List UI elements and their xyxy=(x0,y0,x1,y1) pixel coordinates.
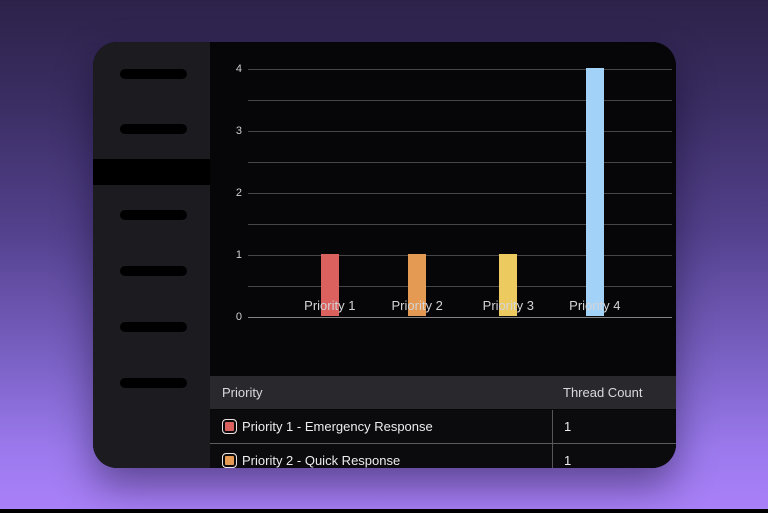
chart-gridline xyxy=(248,286,672,287)
sidebar-skeleton-item[interactable] xyxy=(120,210,187,220)
priority-table: Priority Thread Count Priority 1 - Emerg… xyxy=(210,376,676,468)
priority-bar-chart: Priority 1 Priority 2 Priority 3 Priority 4… xyxy=(210,42,676,376)
priority-color-swatch-icon xyxy=(222,419,237,434)
priority-label: Priority 1 - Emergency Response xyxy=(242,419,433,434)
sidebar-skeleton-item[interactable] xyxy=(120,69,187,79)
sidebar-item-active[interactable] xyxy=(93,159,210,185)
table-body: Priority 1 - Emergency Response 1 Priority… xyxy=(210,409,676,468)
app-window: Priority 1 Priority 2 Priority 3 Priority 4… xyxy=(93,42,676,468)
x-axis-tick-label: Priority 3 xyxy=(482,298,534,313)
main-content: Priority 1 Priority 2 Priority 3 Priority 4… xyxy=(210,42,676,468)
priority-color-swatch-icon xyxy=(222,453,237,468)
priority-cell: Priority 1 - Emergency Response xyxy=(210,410,552,443)
chart-plot-area xyxy=(248,68,672,318)
thread-count-cell: 1 xyxy=(552,444,676,468)
chart-gridline xyxy=(248,162,672,163)
y-axis-tick-label: 4 xyxy=(235,63,242,75)
bottom-edge-bar xyxy=(0,509,768,513)
sidebar-skeleton-item[interactable] xyxy=(120,266,187,276)
x-axis-tick-label: Priority 4 xyxy=(569,298,621,313)
chart-gridline xyxy=(248,131,672,132)
y-axis-tick-label: 2 xyxy=(235,187,242,199)
chart-gridline xyxy=(248,100,672,101)
table-header-row: Priority Thread Count xyxy=(210,376,676,409)
chart-gridline xyxy=(248,255,672,256)
bar-priority-2[interactable] xyxy=(408,254,427,316)
x-axis-tick-label: Priority 2 xyxy=(391,298,443,313)
table-row[interactable]: Priority 2 - Quick Response 1 xyxy=(210,443,676,468)
bar-priority-4[interactable] xyxy=(585,68,604,316)
bar-priority-3[interactable] xyxy=(499,254,518,316)
chart-gridline xyxy=(248,69,672,70)
sidebar-skeleton-item[interactable] xyxy=(120,124,187,134)
bar-priority-1[interactable] xyxy=(320,254,339,316)
chart-gridline xyxy=(248,317,672,318)
column-header-thread-count: Thread Count xyxy=(563,385,643,400)
sidebar-skeleton-item[interactable] xyxy=(120,322,187,332)
sidebar-skeleton-item[interactable] xyxy=(120,378,187,388)
column-header-priority: Priority xyxy=(222,385,263,400)
chart-gridline xyxy=(248,193,672,194)
sidebar xyxy=(93,42,210,468)
y-axis-tick-label: 0 xyxy=(235,311,242,323)
priority-cell: Priority 2 - Quick Response xyxy=(210,444,552,468)
thread-count-cell: 1 xyxy=(552,410,676,443)
y-axis-tick-label: 3 xyxy=(235,125,242,137)
x-axis-tick-label: Priority 1 xyxy=(304,298,356,313)
priority-label: Priority 2 - Quick Response xyxy=(242,453,401,468)
chart-gridline xyxy=(248,224,672,225)
y-axis-tick-label: 1 xyxy=(235,249,242,261)
table-row[interactable]: Priority 1 - Emergency Response 1 xyxy=(210,409,676,443)
